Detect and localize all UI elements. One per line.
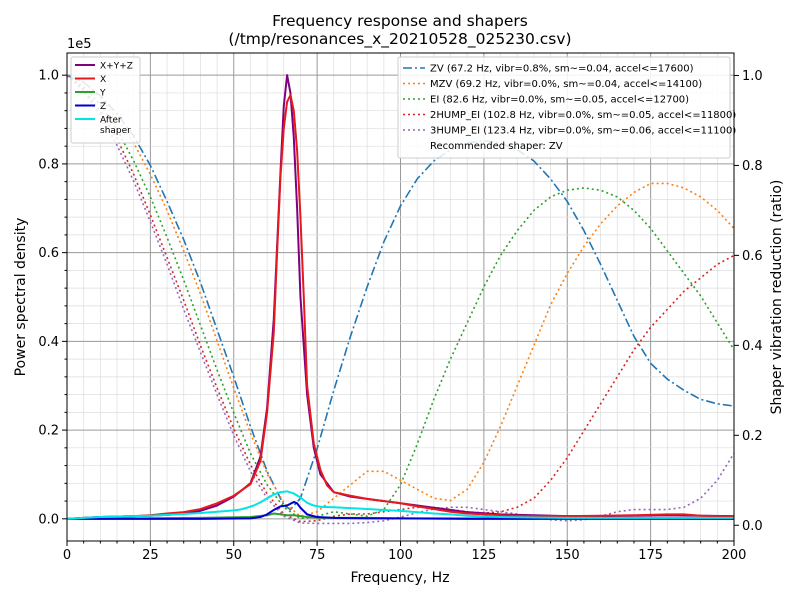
psd-series-line bbox=[66, 490, 734, 520]
shaper-series-line bbox=[66, 74, 735, 511]
psd-series-line bbox=[66, 94, 735, 520]
chart-title: Frequency response and shapers bbox=[272, 12, 528, 30]
psd-legend-label: Z bbox=[100, 102, 106, 112]
x-tick-label: 150 bbox=[555, 548, 580, 563]
psd-legend-label: Y bbox=[99, 89, 106, 99]
x-tick-label: 125 bbox=[471, 548, 496, 563]
shaper-legend-label: MZV (69.2 Hz, vibr=0.0%, sm~=0.04, accel… bbox=[430, 79, 702, 90]
psd-lines bbox=[66, 74, 735, 520]
y-tick-label: 0.6 bbox=[38, 246, 59, 261]
y-axis-label: Power spectral density bbox=[13, 218, 29, 377]
y2-tick-label: 1.0 bbox=[742, 69, 763, 84]
psd-legend: X+Y+Z XYZ After shaper bbox=[70, 56, 141, 144]
y2-axis-label: Shaper vibration reduction (ratio) bbox=[769, 180, 785, 415]
x-tick-label: 50 bbox=[225, 548, 242, 563]
y2-tick-label: 0.0 bbox=[742, 519, 763, 534]
chart-subtitle: (/tmp/resonances_x_20210528_025230.csv) bbox=[228, 30, 571, 49]
y-tick-label: 1.0 bbox=[38, 69, 59, 84]
y2-tick-label: 0.8 bbox=[742, 159, 763, 174]
shaper-lines bbox=[66, 74, 735, 525]
y-exponent-label: 1e5 bbox=[67, 37, 92, 52]
y-axis-right: 0.0 0.2 0.4 0.6 0.8 1.0 bbox=[734, 69, 763, 534]
shaper-series-line bbox=[66, 74, 735, 523]
y-tick-label: 0.0 bbox=[38, 512, 59, 527]
y2-tick-label: 0.6 bbox=[742, 249, 763, 264]
y2-tick-label: 0.2 bbox=[742, 429, 763, 444]
x-tick-label: 25 bbox=[142, 548, 159, 563]
x-tick-label: 0 bbox=[63, 548, 71, 563]
y-tick-label: 0.4 bbox=[38, 335, 59, 350]
shaper-legend-box bbox=[397, 56, 731, 159]
x-tick-label: 100 bbox=[388, 548, 413, 563]
y-axis-left: 0.0 0.2 0.4 0.6 0.8 1.0 bbox=[38, 69, 67, 527]
x-axis: 0 25 50 75 100 125 150 175 200 bbox=[63, 541, 747, 563]
x-tick-label: 75 bbox=[309, 548, 326, 563]
shaper-legend-label: 3HUMP_EI (123.4 Hz, vibr=0.0%, sm~=0.06,… bbox=[430, 126, 736, 137]
psd-legend-label: X bbox=[100, 75, 106, 85]
y2-tick-label: 0.4 bbox=[742, 339, 763, 354]
shaper-legend-label: 2HUMP_EI (102.8 Hz, vibr=0.0%, sm~=0.05,… bbox=[430, 110, 736, 121]
shaper-legend-label: ZV (67.2 Hz, vibr=0.8%, sm~=0.04, accel<… bbox=[430, 64, 694, 75]
psd-legend-label: X+Y+Z bbox=[100, 62, 133, 72]
shaper-series-line bbox=[66, 74, 735, 518]
y-tick-label: 0.8 bbox=[38, 157, 59, 172]
x-tick-label: 175 bbox=[638, 548, 663, 563]
x-axis-label: Frequency, Hz bbox=[350, 570, 449, 586]
psd-series-line bbox=[67, 500, 734, 520]
shaper-legend-label: EI (82.6 Hz, vibr=0.0%, sm~=0.05, accel<… bbox=[430, 95, 689, 106]
recommended-shaper-text: Recommended shaper: ZV bbox=[430, 141, 563, 152]
x-tick-label: 200 bbox=[722, 548, 747, 563]
shaper-legend: ZV (67.2 Hz, vibr=0.8%, sm~=0.04, accel<… bbox=[397, 56, 736, 159]
y-tick-label: 0.2 bbox=[38, 424, 59, 439]
psd-legend-label: After shaper bbox=[100, 116, 131, 137]
